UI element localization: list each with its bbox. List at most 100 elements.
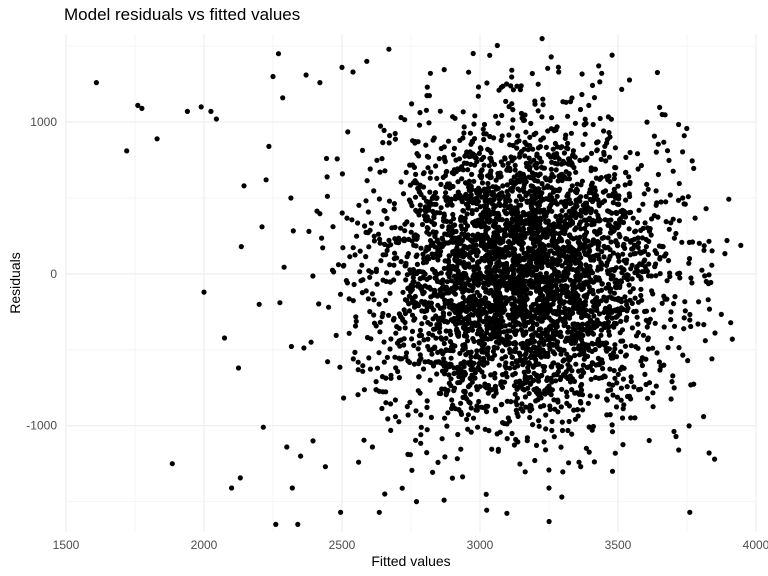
data-point: [676, 121, 682, 128]
data-point: [657, 367, 663, 373]
data-point: [169, 461, 175, 467]
data-point: [553, 213, 559, 219]
data-point: [491, 256, 497, 262]
data-point: [324, 174, 330, 180]
data-point: [563, 260, 569, 266]
data-point: [578, 226, 584, 232]
data-point: [523, 278, 529, 284]
data-point: [672, 294, 678, 300]
data-point: [571, 378, 578, 384]
data-point: [317, 80, 323, 86]
data-point: [415, 388, 421, 394]
data-point: [618, 279, 625, 285]
data-point: [537, 242, 543, 248]
data-point: [350, 69, 356, 75]
data-point: [376, 509, 382, 515]
data-point: [442, 159, 448, 165]
data-point: [440, 236, 446, 242]
data-point: [510, 284, 516, 290]
data-point: [511, 250, 517, 256]
data-point: [381, 127, 387, 133]
data-point: [288, 343, 294, 350]
data-point: [412, 194, 419, 200]
data-point: [615, 371, 621, 377]
data-point: [519, 401, 525, 407]
data-point: [414, 180, 420, 186]
data-point: [460, 474, 466, 480]
data-point: [509, 67, 515, 73]
data-point: [475, 259, 482, 265]
data-point: [580, 271, 586, 277]
data-point: [402, 325, 408, 331]
data-point: [468, 161, 474, 167]
data-point: [403, 262, 409, 268]
data-point: [630, 286, 636, 292]
data-point: [460, 208, 466, 214]
data-point: [659, 111, 665, 118]
data-point: [566, 171, 572, 177]
data-point: [657, 254, 663, 261]
data-point: [510, 240, 516, 246]
data-point: [474, 348, 480, 354]
data-point: [310, 438, 316, 444]
data-point: [474, 207, 480, 213]
data-point: [547, 406, 553, 412]
data-point: [511, 442, 517, 448]
data-point: [521, 182, 527, 188]
data-point: [392, 250, 398, 256]
data-point: [411, 361, 417, 367]
data-point: [581, 293, 587, 299]
data-point: [563, 374, 569, 380]
data-point: [676, 180, 682, 187]
data-point: [548, 295, 554, 301]
data-point: [398, 259, 404, 265]
data-point: [366, 355, 372, 361]
data-point: [412, 140, 418, 146]
data-point: [386, 140, 392, 146]
data-point: [275, 51, 282, 57]
data-point: [500, 83, 506, 89]
data-point: [403, 354, 409, 360]
data-point: [418, 432, 424, 438]
data-point: [408, 282, 414, 288]
data-point: [616, 193, 622, 199]
data-point: [671, 428, 677, 435]
data-point: [481, 186, 487, 192]
data-point: [456, 234, 462, 241]
data-point: [541, 185, 547, 191]
data-point: [503, 295, 509, 301]
data-point: [426, 231, 432, 237]
data-point: [588, 150, 595, 156]
data-point: [598, 156, 604, 162]
data-point: [600, 321, 606, 327]
data-point: [438, 145, 444, 152]
data-point: [702, 338, 708, 344]
data-point: [366, 244, 372, 250]
data-point: [463, 287, 469, 293]
data-point: [590, 121, 596, 128]
data-point: [458, 286, 464, 292]
data-point: [680, 195, 686, 201]
data-point: [625, 393, 631, 400]
data-point: [474, 403, 480, 409]
data-point: [689, 280, 695, 286]
data-point: [696, 240, 702, 246]
data-point: [602, 306, 609, 312]
data-point: [541, 368, 547, 374]
data-point: [555, 362, 561, 368]
data-point: [384, 247, 390, 254]
data-point: [475, 222, 481, 228]
data-point: [484, 323, 490, 329]
data-point: [422, 204, 428, 210]
data-point: [622, 245, 628, 251]
data-point: [501, 208, 508, 214]
data-point: [465, 167, 471, 173]
data-point: [547, 193, 553, 199]
data-point: [580, 141, 586, 147]
data-point: [648, 232, 654, 238]
data-point: [536, 193, 542, 199]
data-point: [494, 251, 500, 257]
data-point: [595, 197, 601, 203]
data-point: [419, 332, 425, 338]
data-point: [229, 485, 235, 491]
